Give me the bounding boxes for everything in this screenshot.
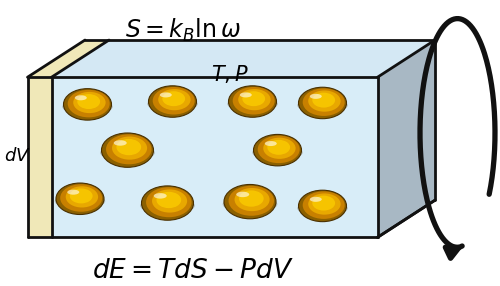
Ellipse shape — [152, 87, 194, 114]
Ellipse shape — [298, 87, 346, 119]
Ellipse shape — [228, 96, 278, 112]
Text: $dE = TdS - PdV$: $dE = TdS - PdV$ — [92, 258, 294, 283]
Ellipse shape — [56, 183, 104, 214]
Polygon shape — [28, 77, 52, 237]
Ellipse shape — [310, 197, 322, 202]
Ellipse shape — [224, 184, 276, 219]
Ellipse shape — [298, 98, 348, 113]
Ellipse shape — [302, 88, 344, 116]
Text: $dV$: $dV$ — [4, 147, 30, 165]
Polygon shape — [28, 40, 109, 77]
Ellipse shape — [148, 96, 198, 112]
Ellipse shape — [242, 91, 265, 106]
Ellipse shape — [228, 86, 276, 117]
Ellipse shape — [73, 92, 106, 113]
Ellipse shape — [75, 95, 87, 100]
Ellipse shape — [236, 192, 249, 197]
Ellipse shape — [146, 187, 192, 217]
Ellipse shape — [160, 92, 172, 98]
Ellipse shape — [114, 140, 126, 146]
Ellipse shape — [62, 99, 112, 115]
Ellipse shape — [70, 188, 92, 203]
Ellipse shape — [298, 200, 348, 216]
Ellipse shape — [112, 136, 147, 160]
Ellipse shape — [156, 192, 181, 208]
Ellipse shape — [66, 186, 98, 208]
Ellipse shape — [298, 190, 346, 222]
Ellipse shape — [240, 92, 252, 98]
Ellipse shape — [254, 134, 302, 166]
Ellipse shape — [228, 186, 274, 216]
Ellipse shape — [68, 90, 110, 117]
Text: $T, P$: $T, P$ — [211, 63, 249, 85]
Ellipse shape — [162, 91, 185, 106]
Ellipse shape — [222, 196, 278, 213]
Text: $S = k_B \ln \omega$: $S = k_B \ln \omega$ — [124, 16, 240, 44]
Polygon shape — [28, 40, 435, 77]
Ellipse shape — [238, 89, 270, 110]
Ellipse shape — [152, 189, 187, 212]
Polygon shape — [28, 77, 378, 237]
Ellipse shape — [68, 190, 80, 195]
Ellipse shape — [64, 89, 112, 120]
Ellipse shape — [148, 86, 196, 117]
Ellipse shape — [234, 188, 270, 211]
Ellipse shape — [308, 90, 340, 112]
Ellipse shape — [55, 193, 105, 209]
Ellipse shape — [239, 190, 264, 207]
Ellipse shape — [312, 93, 335, 108]
Ellipse shape — [142, 186, 194, 220]
Polygon shape — [378, 40, 435, 237]
Ellipse shape — [310, 94, 322, 99]
Ellipse shape — [102, 133, 154, 167]
Ellipse shape — [106, 134, 152, 164]
Ellipse shape — [78, 94, 100, 109]
Ellipse shape — [154, 193, 166, 198]
Ellipse shape — [100, 144, 155, 161]
Ellipse shape — [60, 184, 102, 212]
Ellipse shape — [308, 193, 340, 215]
Ellipse shape — [265, 141, 277, 146]
Ellipse shape — [232, 87, 274, 114]
Ellipse shape — [140, 197, 195, 214]
Ellipse shape — [302, 191, 344, 219]
Ellipse shape — [252, 145, 302, 160]
Ellipse shape — [263, 138, 296, 159]
Ellipse shape — [312, 196, 335, 210]
Ellipse shape — [116, 139, 141, 155]
Ellipse shape — [268, 140, 290, 155]
Ellipse shape — [258, 136, 300, 163]
Ellipse shape — [158, 89, 190, 110]
